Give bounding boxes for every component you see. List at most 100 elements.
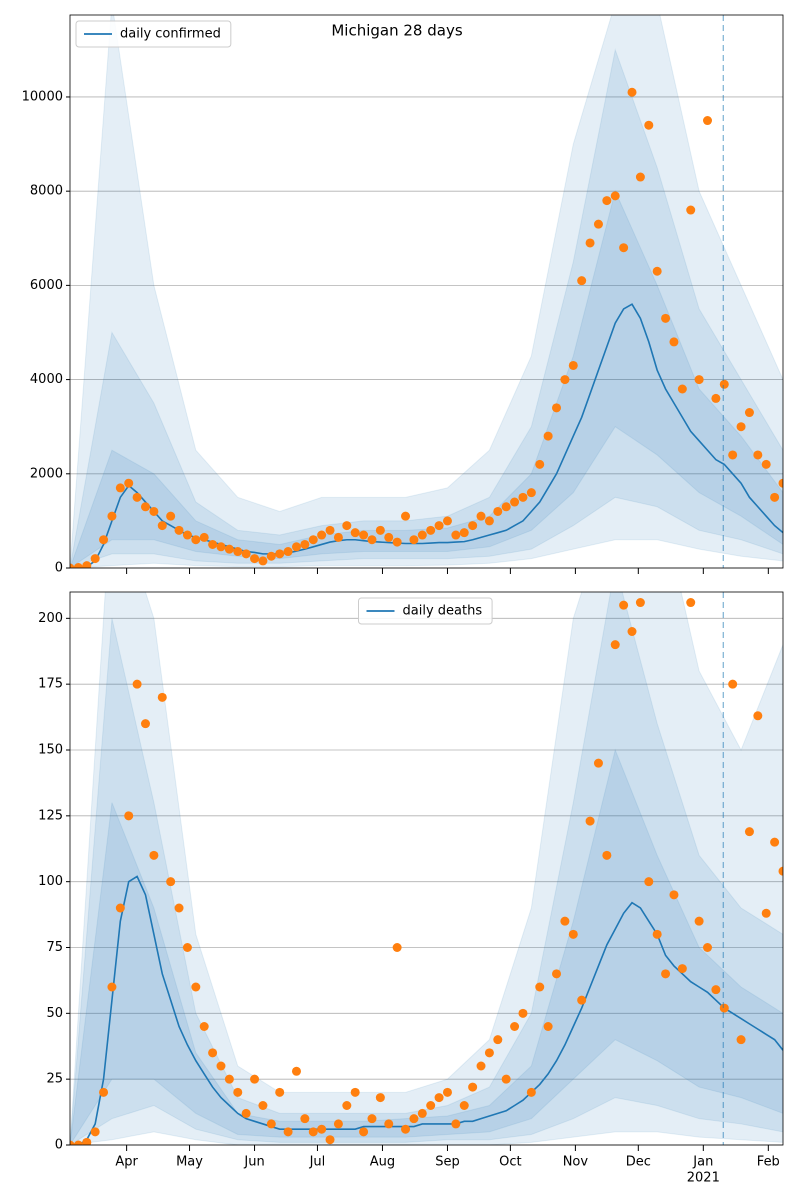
observed-point <box>317 1124 327 1134</box>
observed-point <box>233 547 243 557</box>
observed-point <box>191 982 201 992</box>
observed-point <box>70 1140 75 1145</box>
x-tick-label: Jul <box>309 1155 326 1170</box>
y-tick-label: 150 <box>38 743 63 758</box>
observed-point <box>124 478 134 488</box>
observed-point <box>90 554 100 564</box>
observed-point <box>157 692 167 702</box>
observed-point <box>333 532 343 542</box>
observed-point <box>250 554 260 564</box>
observed-point <box>602 850 612 860</box>
observed-point <box>711 985 721 995</box>
y-tick-label: 100 <box>38 874 63 889</box>
observed-point <box>677 964 687 974</box>
observed-point <box>585 238 595 248</box>
observed-point <box>719 379 729 389</box>
observed-point <box>610 640 620 650</box>
x-tick-label: Aug <box>370 1155 395 1170</box>
observed-point <box>342 521 352 531</box>
observed-point <box>602 196 612 206</box>
observed-point <box>501 502 511 512</box>
observed-point <box>258 556 268 566</box>
observed-point <box>669 337 679 347</box>
observed-point <box>157 521 167 531</box>
observed-point <box>70 563 75 568</box>
observed-point <box>686 598 696 608</box>
observed-point <box>384 1119 394 1129</box>
observed-point <box>275 1087 285 1097</box>
observed-point <box>476 1061 486 1071</box>
observed-point <box>224 544 234 554</box>
observed-point <box>703 943 713 952</box>
observed-point <box>308 1127 318 1137</box>
observed-point <box>283 1127 293 1137</box>
y-tick-label: 0 <box>55 1138 63 1153</box>
observed-point <box>635 172 645 182</box>
observed-point <box>753 450 763 460</box>
observed-point <box>761 459 771 469</box>
observed-point <box>250 1074 260 1084</box>
legend-label: daily deaths <box>403 604 483 619</box>
observed-point <box>384 532 394 542</box>
x-year-label: 2021 <box>687 1171 720 1186</box>
observed-point <box>182 530 192 540</box>
observed-point <box>694 375 704 385</box>
observed-point <box>115 483 125 493</box>
observed-point <box>686 205 696 215</box>
observed-point <box>619 243 629 253</box>
observed-point <box>401 511 411 521</box>
observed-point <box>661 313 671 323</box>
x-tick-label: Jan <box>692 1155 713 1170</box>
observed-point <box>778 478 783 488</box>
x-tick-label: Nov <box>563 1155 589 1170</box>
observed-point <box>719 1003 729 1013</box>
observed-point <box>526 488 536 498</box>
observed-point <box>392 537 402 547</box>
observed-point <box>770 492 780 502</box>
legend-label: daily confirmed <box>120 27 221 42</box>
x-tick-label: Feb <box>757 1155 780 1170</box>
observed-point <box>442 1087 452 1097</box>
observed-point <box>325 1135 335 1145</box>
observed-point <box>417 1108 427 1118</box>
observed-point <box>325 525 335 535</box>
observed-point <box>124 811 134 821</box>
observed-point <box>375 1093 385 1103</box>
uncertainty-band <box>70 592 783 1145</box>
observed-point <box>401 1124 411 1134</box>
observed-point <box>510 497 520 507</box>
observed-point <box>703 116 713 126</box>
observed-point <box>652 266 662 276</box>
observed-point <box>166 877 176 887</box>
x-tick-label: May <box>176 1155 203 1170</box>
observed-point <box>342 1101 352 1110</box>
observed-point <box>82 1137 92 1145</box>
uncertainty-band <box>70 15 783 568</box>
observed-point <box>744 408 754 418</box>
observed-point <box>375 525 385 535</box>
observed-point <box>174 903 184 913</box>
observed-point <box>426 1101 436 1110</box>
observed-point <box>468 521 478 531</box>
panel: 0 2000 4000 6000 8000 10000 Michigan 28 days da… <box>22 14 784 576</box>
axes-frame <box>69 14 784 569</box>
observed-point <box>208 1048 218 1058</box>
observed-point <box>543 1022 553 1031</box>
observed-point <box>560 375 570 385</box>
chart-title: Michigan 28 days <box>331 22 462 40</box>
observed-point <box>770 837 780 847</box>
observed-point <box>585 816 595 826</box>
observed-point <box>308 535 318 545</box>
observed-point <box>577 276 587 286</box>
observed-point <box>434 1093 444 1103</box>
observed-point <box>73 1140 83 1145</box>
observed-point <box>266 1119 276 1129</box>
observed-point <box>333 1119 343 1129</box>
observed-point <box>174 525 184 535</box>
y-tick-label: 10000 <box>22 89 63 104</box>
observed-point <box>552 969 562 979</box>
observed-point <box>644 120 654 130</box>
observed-point <box>619 600 629 610</box>
observed-point <box>99 1087 109 1097</box>
